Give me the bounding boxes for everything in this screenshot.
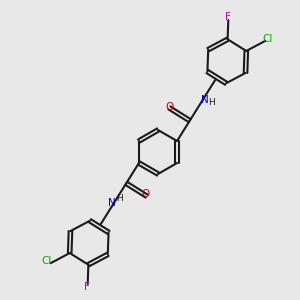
Text: Cl: Cl xyxy=(262,34,272,44)
Text: N: N xyxy=(201,95,208,105)
Text: O: O xyxy=(165,102,173,112)
Text: H: H xyxy=(116,194,123,203)
Text: H: H xyxy=(208,98,215,107)
Text: Cl: Cl xyxy=(41,256,52,266)
Text: N: N xyxy=(108,198,116,208)
Text: F: F xyxy=(225,12,231,22)
Text: F: F xyxy=(84,282,90,292)
Text: O: O xyxy=(142,189,150,199)
